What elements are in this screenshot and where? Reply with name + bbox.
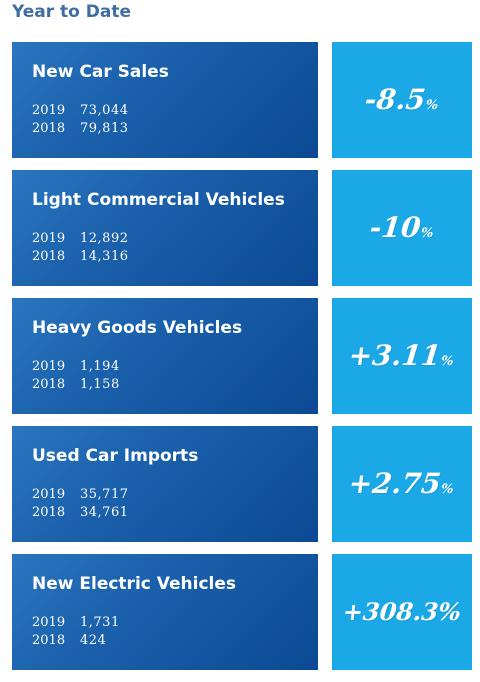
percent-change: +308.3% — [341, 597, 463, 626]
percent-sign: % — [440, 482, 455, 497]
year-value: 34,761 — [80, 505, 129, 520]
year-label: 2019 — [32, 359, 66, 374]
stat-change-panel: +308.3% — [332, 554, 472, 670]
stat-row-2019: 2019 35,717 — [32, 486, 318, 504]
stat-row-2019: 2019 1,731 — [32, 614, 318, 632]
stat-title: New Car Sales — [32, 62, 169, 82]
percent-change: +3.11% — [347, 339, 456, 372]
stat-label-panel: New Car Sales 2019 73,044 2018 79,813 — [12, 42, 318, 158]
percent-change: -10% — [368, 211, 436, 244]
stat-row-2019: 2019 1,194 — [32, 358, 318, 376]
year-label: 2018 — [32, 121, 66, 136]
stat-title: Used Car Imports — [32, 446, 199, 466]
stat-label-panel: Light Commercial Vehicles 2019 12,892 201… — [12, 170, 318, 286]
stat-row-2018: 2018 34,761 — [32, 504, 318, 522]
stat-label-panel: New Electric Vehicles 2019 1,731 2018 424 — [12, 554, 318, 670]
stats-list: New Car Sales 2019 73,044 2018 79,813 -8.5… — [12, 42, 472, 682]
year-label: 2018 — [32, 633, 66, 648]
year-label: 2019 — [32, 231, 66, 246]
percent-change-number: +2.75 — [347, 467, 443, 500]
year-value: 1,731 — [80, 615, 120, 630]
percent-change-number: -8.5 — [363, 83, 428, 116]
stat-change-panel: +2.75% — [332, 426, 472, 542]
year-value: 79,813 — [80, 121, 129, 136]
percent-sign: % — [440, 354, 455, 369]
year-value: 12,892 — [80, 231, 129, 246]
stat-card-light-commercial-vehicles: Light Commercial Vehicles 2019 12,892 201… — [12, 170, 472, 286]
stat-card-heavy-goods-vehicles: Heavy Goods Vehicles 2019 1,194 2018 1,158… — [12, 298, 472, 414]
year-label: 2019 — [32, 103, 66, 118]
stat-change-panel: +3.11% — [332, 298, 472, 414]
stat-card-new-car-sales: New Car Sales 2019 73,044 2018 79,813 -8.5… — [12, 42, 472, 158]
percent-sign: % — [425, 98, 440, 113]
year-label: 2018 — [32, 377, 66, 392]
year-label: 2019 — [32, 615, 66, 630]
stat-label-panel: Heavy Goods Vehicles 2019 1,194 2018 1,158 — [12, 298, 318, 414]
stat-title: New Electric Vehicles — [32, 574, 236, 594]
stat-title: Heavy Goods Vehicles — [32, 318, 243, 338]
year-label: 2018 — [32, 505, 66, 520]
stat-label-panel: Used Car Imports 2019 35,717 2018 34,761 — [12, 426, 318, 542]
page-title: Year to Date — [12, 2, 132, 22]
stat-row-2019: 2019 73,044 — [32, 102, 318, 120]
stat-row-2018: 2018 424 — [32, 632, 318, 650]
stat-change-panel: -10% — [332, 170, 472, 286]
percent-change: +2.75% — [347, 467, 456, 500]
percent-sign: % — [420, 226, 435, 241]
year-label: 2019 — [32, 487, 66, 502]
stat-card-used-car-imports: Used Car Imports 2019 35,717 2018 34,761 +… — [12, 426, 472, 542]
percent-change-number: +308.3 — [341, 597, 440, 626]
stat-change-panel: -8.5% — [332, 42, 472, 158]
year-value: 1,194 — [80, 359, 120, 374]
percent-change-number: +3.11 — [347, 339, 443, 372]
year-label: 2018 — [32, 249, 66, 264]
percent-change: -8.5% — [363, 83, 441, 116]
year-value: 73,044 — [80, 103, 129, 118]
stat-title: Light Commercial Vehicles — [32, 190, 285, 210]
stat-row-2018: 2018 1,158 — [32, 376, 318, 394]
year-value: 14,316 — [80, 249, 129, 264]
year-value: 424 — [80, 633, 107, 648]
year-value: 35,717 — [80, 487, 129, 502]
stat-row-2019: 2019 12,892 — [32, 230, 318, 248]
stat-row-2018: 2018 79,813 — [32, 120, 318, 138]
year-value: 1,158 — [80, 377, 120, 392]
stat-card-new-electric-vehicles: New Electric Vehicles 2019 1,731 2018 424 … — [12, 554, 472, 670]
percent-change-number: -10 — [368, 211, 423, 244]
stat-row-2018: 2018 14,316 — [32, 248, 318, 266]
percent-sign: % — [436, 597, 463, 626]
